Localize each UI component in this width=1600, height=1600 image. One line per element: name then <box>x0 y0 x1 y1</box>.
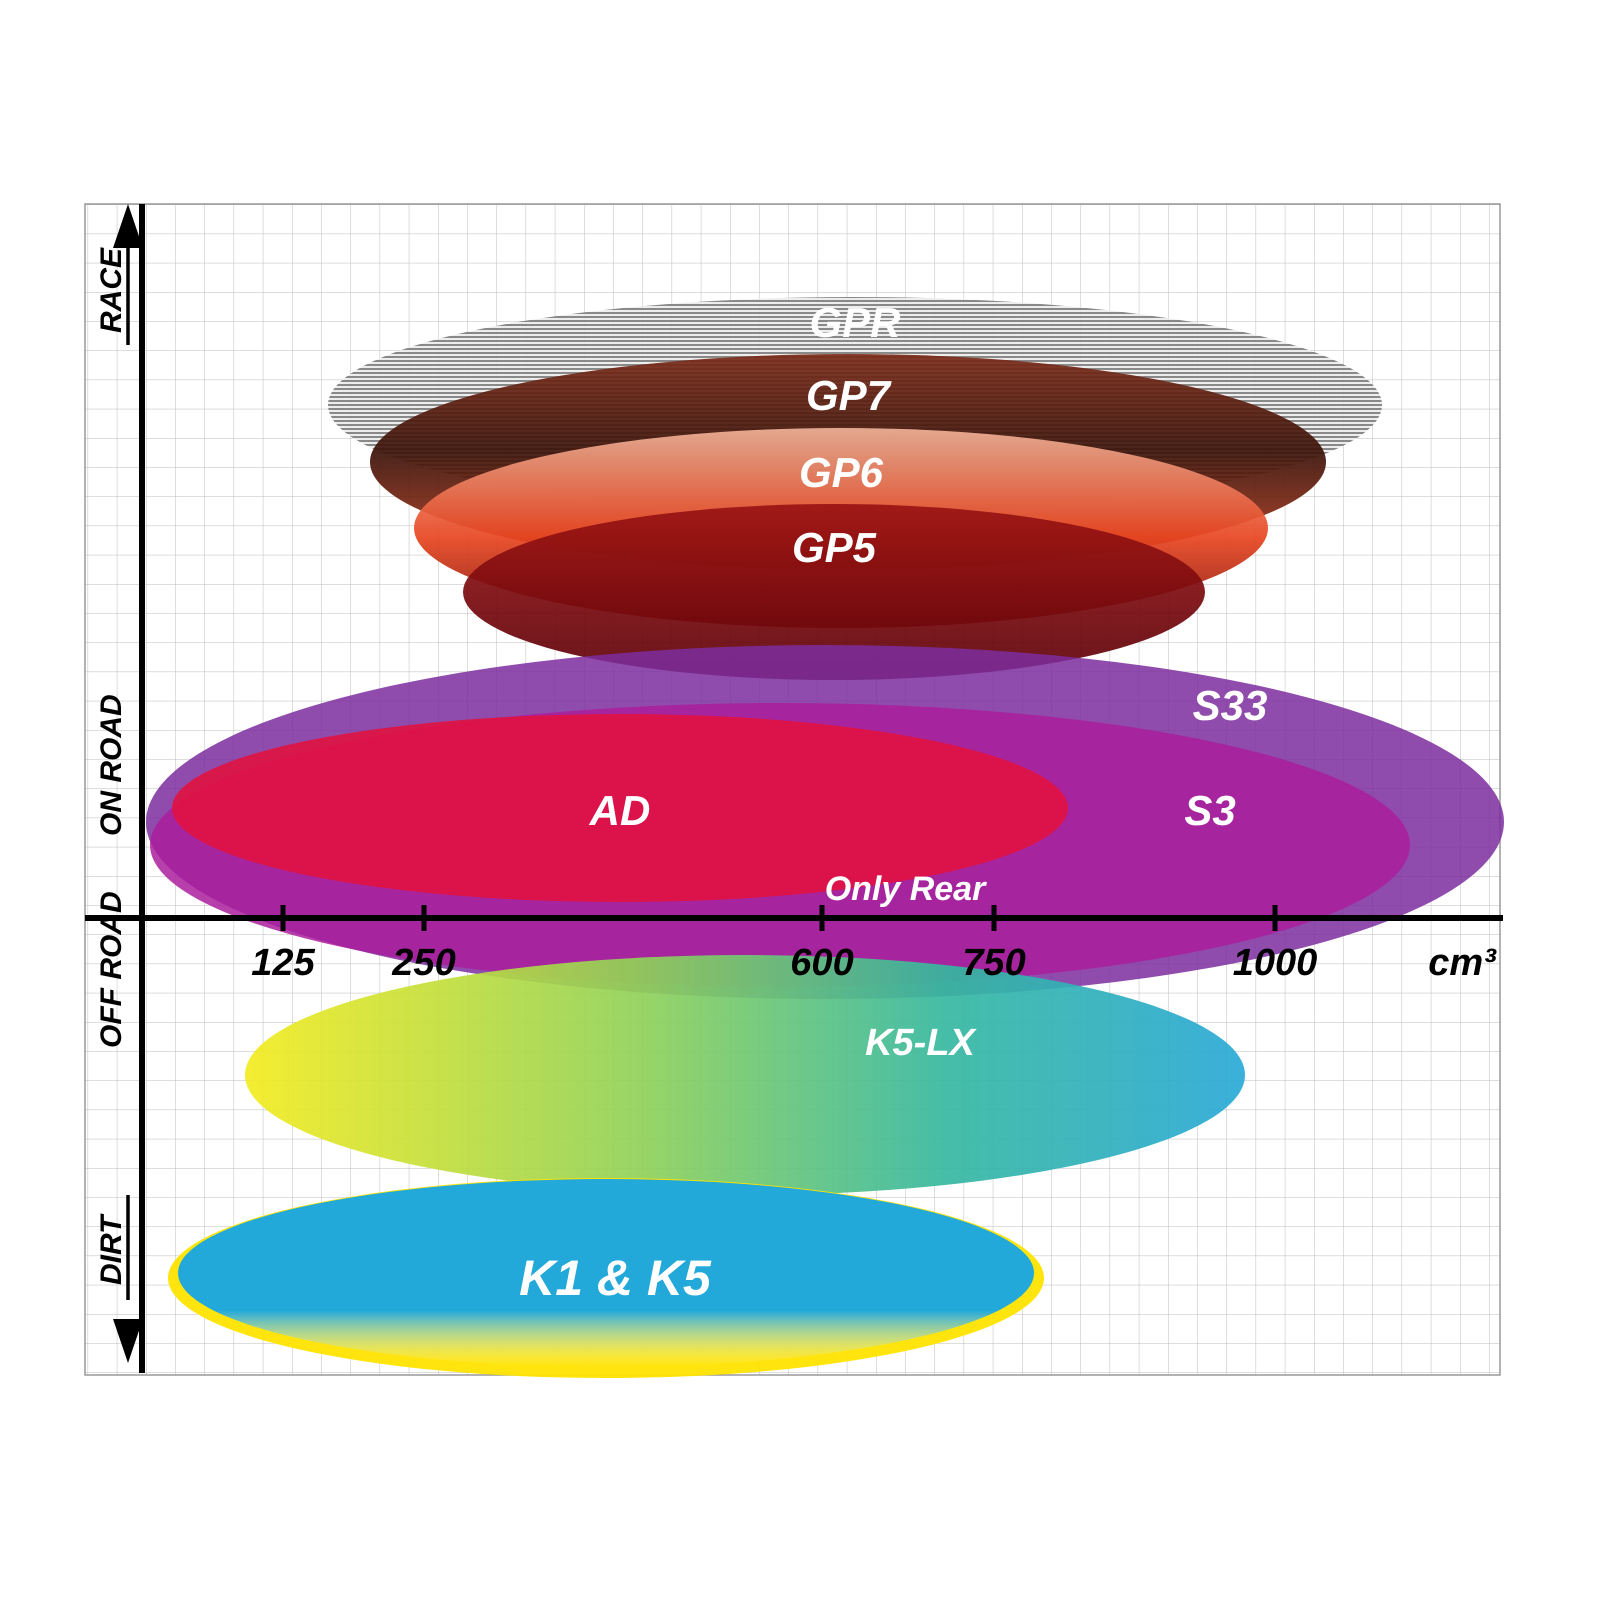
svg-text:1000: 1000 <box>1233 942 1318 984</box>
svg-text:250: 250 <box>391 942 455 984</box>
svg-text:cm³: cm³ <box>1428 942 1497 984</box>
svg-text:125: 125 <box>251 942 315 984</box>
svg-text:600: 600 <box>790 942 853 984</box>
svg-text:750: 750 <box>962 942 1025 984</box>
svg-text:Only Rear: Only Rear <box>825 870 987 908</box>
